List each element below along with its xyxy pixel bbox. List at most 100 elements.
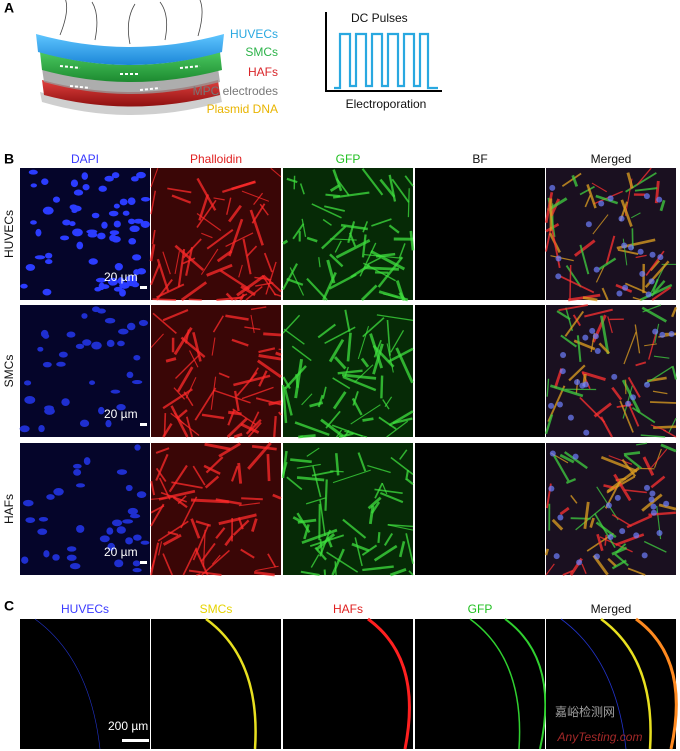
fiber xyxy=(382,399,390,410)
fiber xyxy=(218,513,257,526)
fiber xyxy=(381,482,388,495)
fiber xyxy=(619,400,634,433)
nucleus xyxy=(593,266,600,273)
nucleus xyxy=(656,529,663,536)
fiber xyxy=(312,465,322,498)
fiber xyxy=(273,415,277,438)
fiber xyxy=(565,265,582,288)
fiber xyxy=(601,287,609,301)
fiber xyxy=(224,535,234,547)
scale-bar-label: 200 µm xyxy=(108,719,148,733)
fiber xyxy=(206,228,234,250)
fiber xyxy=(564,310,585,337)
fiber xyxy=(180,336,206,359)
fiber xyxy=(173,387,186,400)
fiber xyxy=(379,492,404,504)
fiber xyxy=(579,396,606,423)
fiber xyxy=(387,524,414,531)
fiber xyxy=(150,503,165,527)
nucleus xyxy=(122,519,134,524)
nucleus xyxy=(56,361,66,367)
fiber xyxy=(201,413,225,420)
fiber xyxy=(371,218,392,227)
nucleus xyxy=(576,559,583,566)
fiber xyxy=(192,332,202,362)
fiber xyxy=(245,286,263,301)
fiber xyxy=(648,331,658,360)
fiber xyxy=(570,517,591,520)
fiber xyxy=(278,411,282,416)
fiber xyxy=(376,314,414,322)
nucleus xyxy=(75,343,85,349)
fiber xyxy=(306,236,318,243)
fiber xyxy=(240,548,255,559)
fiber xyxy=(627,376,641,398)
fiber xyxy=(352,391,359,406)
nucleus xyxy=(113,203,120,209)
nucleus xyxy=(46,494,55,500)
fiber xyxy=(292,223,305,240)
nucleus xyxy=(119,282,130,289)
nucleus xyxy=(622,284,629,291)
fiber xyxy=(644,343,657,347)
fiber xyxy=(196,199,217,228)
image-background xyxy=(546,619,676,749)
fiber xyxy=(281,384,288,424)
nucleus xyxy=(589,327,596,334)
micrograph xyxy=(546,617,678,750)
nucleus xyxy=(133,355,141,361)
fiber xyxy=(158,489,196,501)
nucleus xyxy=(663,500,670,507)
micrograph: 20 µm xyxy=(19,305,150,437)
fiber xyxy=(344,309,351,333)
fiber xyxy=(340,223,368,231)
nucleus xyxy=(81,313,88,319)
micrograph xyxy=(544,167,677,302)
nucleus xyxy=(108,210,119,217)
fiber xyxy=(152,312,177,335)
fiber xyxy=(565,477,577,485)
fiber xyxy=(584,194,592,208)
fiber xyxy=(319,539,323,554)
nucleus xyxy=(43,550,50,558)
nucleus xyxy=(650,509,657,516)
fiber xyxy=(652,390,668,395)
fiber xyxy=(362,221,369,233)
fiber xyxy=(342,375,377,392)
fiber xyxy=(267,553,277,568)
fiber xyxy=(372,344,395,368)
fiber xyxy=(332,391,347,410)
nucleus xyxy=(106,527,114,535)
nucleus xyxy=(549,450,556,457)
nucleus xyxy=(553,553,560,560)
image-background xyxy=(415,443,545,575)
nucleus xyxy=(125,537,133,545)
image-row: HUVECs SMCs HAFs GFP Merged 200 µm xyxy=(20,602,678,750)
watermark-url: AnyTesting.com xyxy=(557,730,643,744)
image-background xyxy=(20,443,150,575)
fiber xyxy=(368,505,375,525)
fiber xyxy=(328,338,345,363)
fiber xyxy=(627,567,646,576)
fiber xyxy=(309,401,324,408)
fiber xyxy=(232,408,257,426)
fiber xyxy=(150,263,161,286)
scale-bar xyxy=(140,561,147,564)
nucleus xyxy=(35,228,42,237)
fiber xyxy=(383,532,394,546)
fiber xyxy=(586,184,597,209)
fiber xyxy=(568,364,586,382)
fiber xyxy=(594,513,616,549)
fiber xyxy=(654,448,662,469)
watermark-title: 嘉峪检测网 xyxy=(555,704,615,719)
fiber xyxy=(334,240,342,253)
fiber xyxy=(185,377,197,399)
fiber xyxy=(241,190,270,202)
image-grid: DAPI Phalloidin GFP BF Merged HUVECs 20 µm SMCs… xyxy=(2,152,678,577)
fiber xyxy=(605,235,616,265)
fiber xyxy=(552,454,570,482)
fiber xyxy=(162,533,182,546)
fiber xyxy=(211,554,221,565)
nucleus xyxy=(114,263,123,271)
fiber xyxy=(205,456,224,474)
